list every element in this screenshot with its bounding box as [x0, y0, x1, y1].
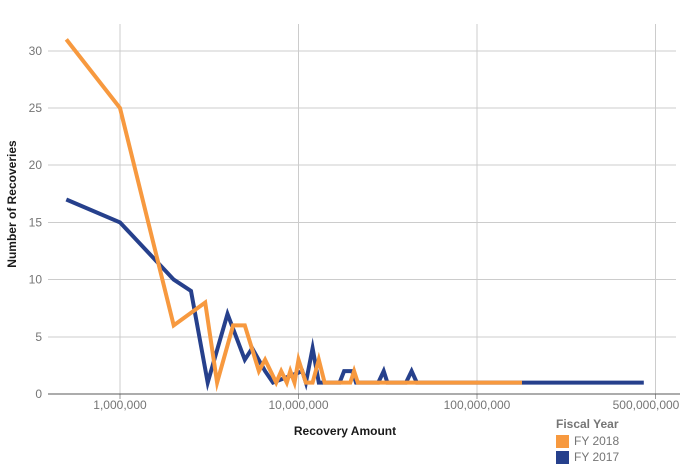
- legend-swatch-fy2017-icon: [556, 450, 569, 464]
- y-tick-label: 30: [29, 44, 43, 58]
- series-line-fy-2018: [64, 38, 522, 393]
- x-tick-label: 100,000,000: [444, 398, 511, 412]
- x-tick-label: 10,000,000: [268, 398, 328, 412]
- axes: [48, 393, 680, 399]
- y-axis-title: Number of Recoveries: [5, 140, 19, 268]
- axis-tick-labels: 0 5 10 15 20 25 30 1,000,000 10,000,000 100,000,0…: [29, 44, 680, 412]
- series-lines: [64, 38, 644, 393]
- x-axis-title: Recovery Amount: [294, 424, 396, 438]
- gridlines: [48, 24, 676, 394]
- y-tick-label: 25: [29, 101, 43, 115]
- y-tick-label: 5: [35, 330, 42, 344]
- legend-swatch-fy2018-icon: [556, 434, 569, 448]
- legend-title: Fiscal Year: [556, 417, 619, 431]
- legend: Fiscal Year FY 2018 FY 2017: [552, 413, 662, 465]
- x-tick-label: 1,000,000: [93, 398, 147, 412]
- y-tick-label: 15: [29, 215, 43, 229]
- y-tick-label: 10: [29, 273, 43, 287]
- legend-item-fy2017: FY 2017: [552, 449, 662, 465]
- x-tick-label: 500,000,000: [613, 398, 680, 412]
- series-line-fy-2017: [65, 197, 644, 392]
- legend-label-fy2018: FY 2018: [574, 434, 620, 448]
- legend-label-fy2017: FY 2017: [574, 450, 620, 464]
- y-tick-label: 20: [29, 158, 43, 172]
- legend-item-fy2018: FY 2018: [552, 433, 662, 449]
- y-tick-label: 0: [35, 387, 42, 401]
